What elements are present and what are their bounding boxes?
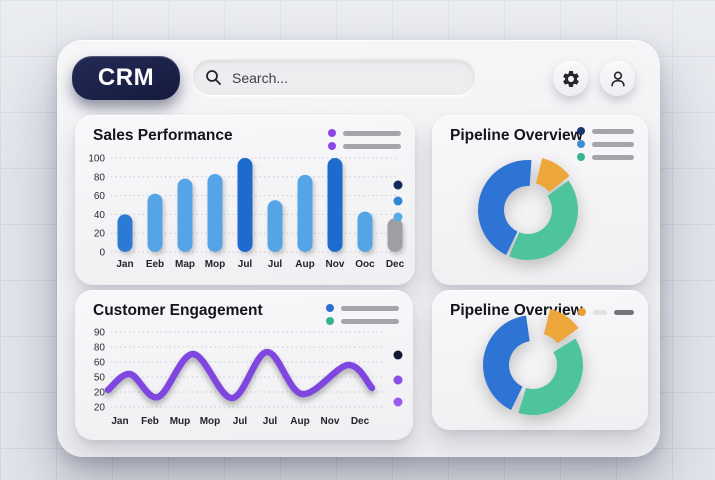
svg-text:Jan: Jan [111,416,128,427]
legend-dot-icon [326,317,334,325]
legend-bar [592,154,634,160]
legend-dot-icon [328,129,336,137]
card-title: Sales Performance [93,127,233,144]
svg-text:Mop: Mop [205,259,226,270]
settings-button[interactable] [553,61,588,96]
legend-row [328,142,401,150]
pipeline-overview-top-card: Pipeline Overview [432,115,648,285]
legend-row [577,140,634,148]
svg-text:Aup: Aup [290,416,309,427]
svg-text:20: 20 [94,403,106,414]
svg-text:0: 0 [99,248,105,259]
legend-row [326,304,399,312]
svg-text:Jul: Jul [238,259,253,270]
card-legend [326,304,399,325]
profile-button[interactable] [600,61,635,96]
legend-dot-icon [577,127,585,135]
pipeline-donut-chart [483,309,584,416]
pipeline-donut-chart [477,158,579,261]
legend-dot-icon [577,140,585,148]
svg-text:Jan: Jan [116,259,133,270]
legend-dot-icon [326,304,334,312]
card-legend [328,129,401,150]
svg-text:Aup: Aup [295,259,314,270]
legend-dot-icon [328,142,336,150]
card-legend [578,308,634,316]
svg-text:50: 50 [94,373,106,384]
legend-bar [341,318,399,324]
legend-bar [593,309,607,315]
svg-text:20: 20 [94,388,106,399]
svg-text:Map: Map [175,259,195,270]
legend-row [578,308,634,316]
svg-text:Feb: Feb [141,416,159,427]
svg-text:Jul: Jul [263,416,278,427]
legend-bar [343,130,401,136]
legend-dot-icon [577,153,585,161]
sales-performance-card: Sales Performance 100 80 60 40 20 0 Jan Eeb Map M… [75,115,415,285]
legend-bar [343,143,401,149]
search-bar[interactable] [193,60,475,95]
legend-row [328,129,401,137]
card-legend [577,127,634,161]
svg-text:Mup: Mup [170,416,191,427]
search-icon [206,70,221,85]
svg-text:80: 80 [94,172,106,183]
svg-text:60: 60 [94,191,106,202]
user-icon [610,71,625,86]
legend-bar [592,128,634,134]
legend-row [577,153,634,161]
gear-icon [562,70,579,87]
pipeline-overview-bottom-card: Pipeline Overview [432,290,648,430]
svg-text:80: 80 [94,343,106,354]
legend-bar [614,309,634,315]
customer-engagement-card: Customer Engagement 90 80 60 50 20 20 Jan Feb Mu… [75,290,413,440]
svg-text:100: 100 [88,154,105,165]
svg-text:20: 20 [94,229,106,240]
crm-logo[interactable]: CRM [72,56,180,100]
svg-text:Nov: Nov [326,259,345,270]
svg-text:Mop: Mop [200,416,221,427]
sales-bar-chart: 100 80 60 40 20 0 Jan Eeb Map Mop Jul Jul Aup Nov Ooc D… [88,154,405,271]
svg-text:Eeb: Eeb [146,259,164,270]
svg-text:Jul: Jul [233,416,248,427]
svg-text:60: 60 [94,358,106,369]
svg-text:40: 40 [94,210,106,221]
svg-text:Dec: Dec [351,416,370,427]
legend-row [577,127,634,135]
svg-text:Dec: Dec [386,259,405,270]
legend-bar [592,141,634,147]
card-title: Pipeline Overview [450,127,583,144]
svg-text:Jul: Jul [268,259,283,270]
legend-bar [341,305,399,311]
card-title: Customer Engagement [93,302,263,319]
legend-row [326,317,399,325]
svg-text:Ooc: Ooc [355,259,375,270]
legend-dot-icon [578,308,586,316]
search-input[interactable] [230,68,463,87]
svg-text:90: 90 [94,328,106,339]
crm-logo-label: CRM [97,64,155,91]
svg-text:Nov: Nov [321,416,340,427]
engagement-line-chart: 90 80 60 50 20 20 Jan Feb Mup Mop Jul Jul Aup Nov Dec [94,328,403,427]
